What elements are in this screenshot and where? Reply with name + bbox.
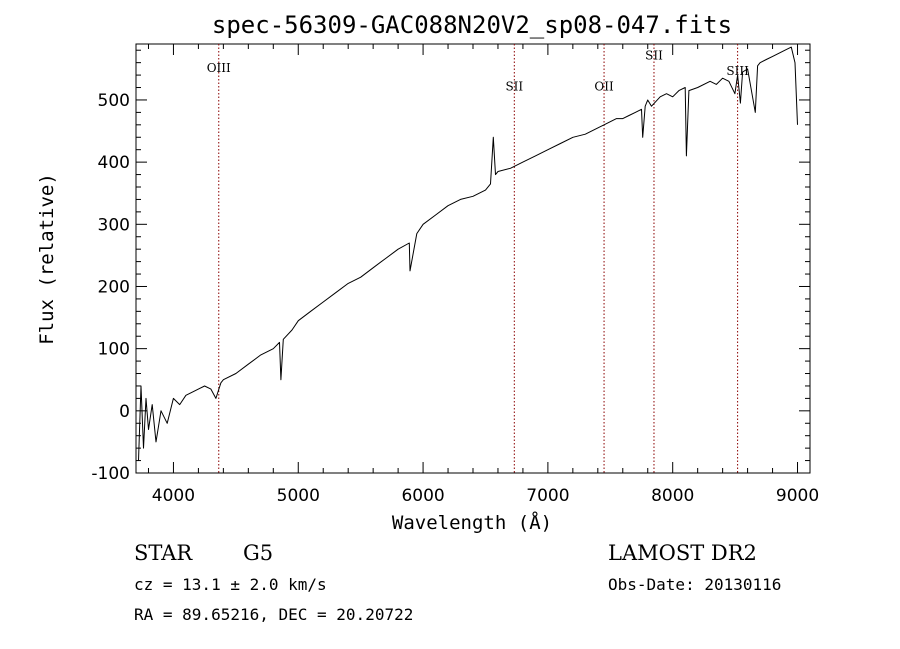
survey-name: LAMOST DR2	[608, 541, 757, 565]
y-tick-label: 500	[98, 91, 130, 111]
observation-date: Obs-Date: 20130116	[608, 575, 781, 594]
y-axis-label: Flux (relative)	[36, 173, 58, 345]
x-tick-label: 6000	[401, 486, 444, 506]
line-marker-label: SII	[505, 80, 523, 94]
y-tick-label: 400	[98, 153, 130, 173]
x-tick-label: 8000	[651, 486, 694, 506]
y-tick-label: 200	[98, 277, 130, 297]
x-tick-label: 9000	[776, 486, 819, 506]
chart-title: spec-56309-GAC088N20V2_sp08-047.fits	[212, 11, 732, 39]
line-marker-label: OII	[594, 80, 614, 94]
object-subclass: G5	[243, 541, 273, 565]
line-marker-label: SIII	[726, 64, 749, 78]
x-axis-label: Wavelength (Å)	[392, 511, 552, 534]
y-tick-label: 300	[98, 215, 130, 235]
redshift-cz: cz = 13.1 ± 2.0 km/s	[134, 575, 327, 594]
y-tick-label: 0	[119, 402, 130, 422]
line-marker-label: SII	[645, 49, 663, 63]
spectrum-trace	[138, 46, 798, 461]
x-tick-label: 4000	[152, 486, 195, 506]
ra-dec-coordinates: RA = 89.65216, DEC = 20.20722	[134, 605, 413, 624]
plot-frame	[135, 43, 811, 474]
x-tick-label: 5000	[277, 486, 320, 506]
line-marker-label: OIII	[207, 61, 231, 75]
plot-area: 4000 5000 6000 7000 8000 9000 -100 0 100 200 300 40…	[91, 43, 819, 506]
y-tick-label: 100	[98, 340, 130, 360]
x-tick-label: 7000	[526, 486, 569, 506]
object-class: STAR	[134, 541, 193, 565]
y-tick-label: -100	[91, 464, 130, 484]
